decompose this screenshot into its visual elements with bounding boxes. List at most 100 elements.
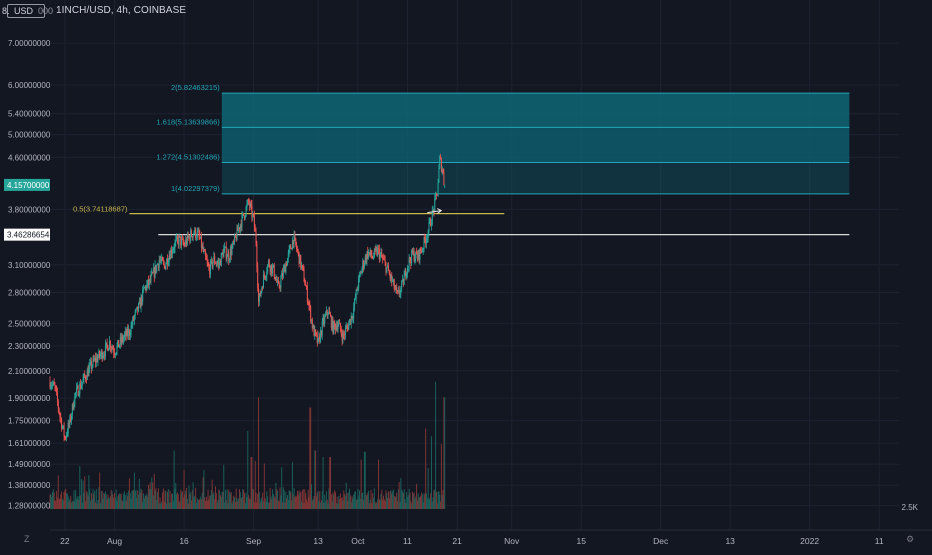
volume-bar	[320, 502, 322, 509]
volume-bars	[49, 381, 446, 509]
volume-bar	[405, 502, 407, 509]
candle	[383, 254, 385, 261]
candle	[183, 239, 185, 248]
volume-bar	[141, 490, 143, 509]
candle	[373, 252, 375, 260]
candle	[380, 247, 382, 258]
candle	[229, 245, 231, 263]
volume-bar	[135, 489, 137, 509]
volume-bar	[207, 489, 209, 509]
candle-body	[439, 156, 441, 169]
volume-bar	[279, 487, 281, 509]
volume-bar	[421, 494, 423, 509]
candle	[419, 247, 421, 265]
volume-bar	[287, 500, 289, 509]
candle	[325, 311, 327, 318]
candle-body	[61, 418, 63, 429]
candle-body	[120, 337, 122, 343]
volume-bar	[383, 499, 385, 509]
volume-bar	[322, 457, 324, 509]
candle	[325, 306, 327, 316]
candle	[330, 312, 332, 318]
candle-body	[283, 265, 285, 270]
candle-body	[297, 250, 299, 252]
candle	[60, 412, 62, 424]
volume-bar	[181, 491, 183, 509]
candle	[119, 333, 121, 349]
volume-bar	[325, 491, 327, 509]
candle-body	[308, 303, 310, 306]
candle	[239, 223, 241, 234]
candle-body	[334, 324, 336, 330]
candle-body	[70, 416, 72, 421]
volume-bar	[56, 497, 58, 509]
candle	[253, 210, 255, 232]
candle	[415, 251, 417, 263]
candle	[250, 199, 252, 211]
candle-body	[242, 213, 244, 215]
candle	[311, 317, 313, 332]
candle	[409, 256, 411, 263]
candle	[62, 425, 64, 429]
volume-bar	[51, 491, 53, 509]
candle-body	[422, 249, 424, 250]
candle-body	[256, 243, 258, 268]
candle	[291, 236, 293, 251]
volume-bar	[433, 489, 435, 509]
volume-bar	[78, 496, 80, 509]
candle-body	[289, 246, 291, 249]
candle	[310, 318, 312, 324]
candle-body	[88, 367, 90, 377]
volume-bar	[280, 495, 282, 509]
volume-bar	[97, 499, 99, 509]
volume-bar	[63, 492, 65, 509]
price-tick-label: 4.60000000	[8, 153, 51, 162]
candle-body	[85, 376, 87, 380]
candle	[435, 192, 437, 200]
candle	[301, 264, 303, 271]
currency-selector[interactable]: 8. USD 000	[2, 4, 53, 18]
candle	[386, 267, 388, 274]
candle	[384, 255, 386, 267]
candle-body	[301, 265, 303, 267]
candle	[112, 345, 114, 350]
candle	[70, 413, 72, 423]
candle	[184, 242, 186, 247]
candle	[264, 275, 266, 280]
volume-bar	[215, 493, 217, 509]
volume-bar	[81, 502, 83, 509]
volume-bar	[357, 488, 359, 509]
volume-bar	[302, 489, 304, 509]
candle-body	[150, 274, 152, 282]
candle-body	[379, 253, 381, 260]
candle	[343, 329, 345, 339]
candle-body	[355, 289, 357, 299]
candle	[339, 322, 341, 333]
candle-body	[215, 263, 217, 265]
candle	[331, 315, 333, 332]
candle	[334, 323, 336, 335]
candle	[80, 380, 82, 390]
timezone-z-icon[interactable]: Z	[24, 534, 30, 544]
candle-body	[292, 240, 294, 245]
candle-body	[95, 357, 97, 363]
volume-bar	[131, 491, 133, 509]
candle-body	[196, 231, 198, 238]
candle-body	[191, 230, 192, 237]
candle	[426, 234, 428, 249]
volume-bar	[120, 493, 122, 509]
volume-bar	[90, 501, 92, 509]
settings-gear-icon[interactable]: ⚙	[906, 534, 915, 544]
candle	[207, 259, 209, 267]
candle-body	[286, 263, 288, 266]
volume-bar	[243, 489, 245, 509]
candle-body	[169, 255, 171, 259]
candle	[143, 284, 145, 294]
candle-body	[214, 256, 216, 263]
candle	[391, 272, 393, 287]
volume-bar	[438, 491, 440, 509]
candle	[390, 273, 392, 284]
candle-body	[431, 210, 433, 225]
